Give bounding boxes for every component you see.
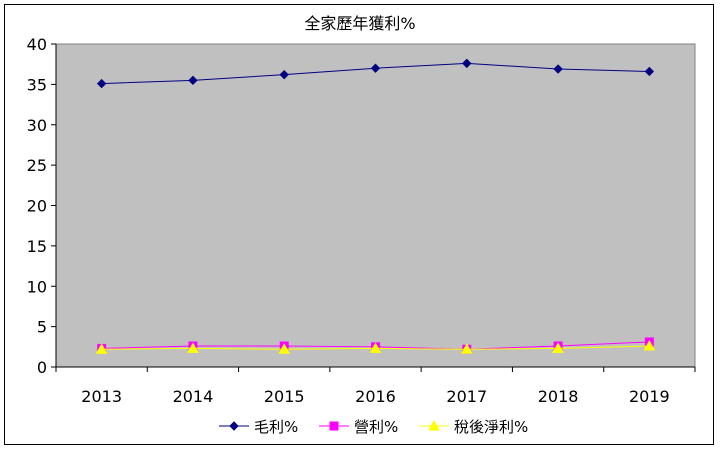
y-tick-label: 35 [27,75,47,94]
plot-area [55,43,696,368]
legend-label: 營利% [354,418,398,436]
data-point [370,63,381,73]
y-tick-label: 10 [27,277,47,296]
data-point [278,343,291,354]
legend-item: 營利% [319,418,398,436]
data-point [187,342,199,353]
x-tick-label: 2013 [81,387,122,406]
legend: 毛利% 營利% 稅後淨利% [219,418,528,436]
x-tick-label: 2016 [355,387,396,406]
chart-frame: 全家歷年獲利% 0 5 10 15 20 25 30 35 40 2013 2014 2015 2016… [4,4,714,445]
legend-marker [428,419,440,431]
y-tick-label: 5 [37,318,47,337]
x-tick-label: 2019 [629,387,670,406]
legend-label: 毛利% [254,418,298,436]
y-tick-label: 30 [27,116,47,135]
legend-marker [229,421,239,431]
y-tick-label: 40 [27,35,47,54]
data-point [643,339,656,351]
line-chart: 全家歷年獲利% 0 5 10 15 20 25 30 35 40 2013 2014 2015 2016… [27,14,696,436]
series-3 [95,339,656,354]
x-tick-label: 2018 [538,387,579,406]
legend-marker [329,421,339,431]
data-point [553,64,563,74]
chart-title: 全家歷年獲利% [304,14,415,33]
data-point [96,78,107,89]
x-tick-label: 2017 [446,387,487,406]
data-point [95,343,108,354]
data-point [369,342,382,353]
x-tick-label: 2014 [173,387,214,406]
data-point [462,58,472,69]
data-point [644,66,655,77]
data-point [188,75,198,86]
data-point [279,69,289,80]
series-1 [96,58,655,89]
data-point [552,342,564,353]
legend-item: 稅後淨利% [419,418,528,436]
y-tick-label: 0 [37,358,47,377]
y-tick-label: 15 [27,237,47,256]
data-point [460,343,473,354]
legend-item: 毛利% [219,418,298,436]
y-tick-label: 25 [27,156,47,175]
legend-label: 稅後淨利% [454,418,528,436]
x-tick-label: 2015 [264,387,305,406]
y-tick-label: 20 [27,197,47,216]
